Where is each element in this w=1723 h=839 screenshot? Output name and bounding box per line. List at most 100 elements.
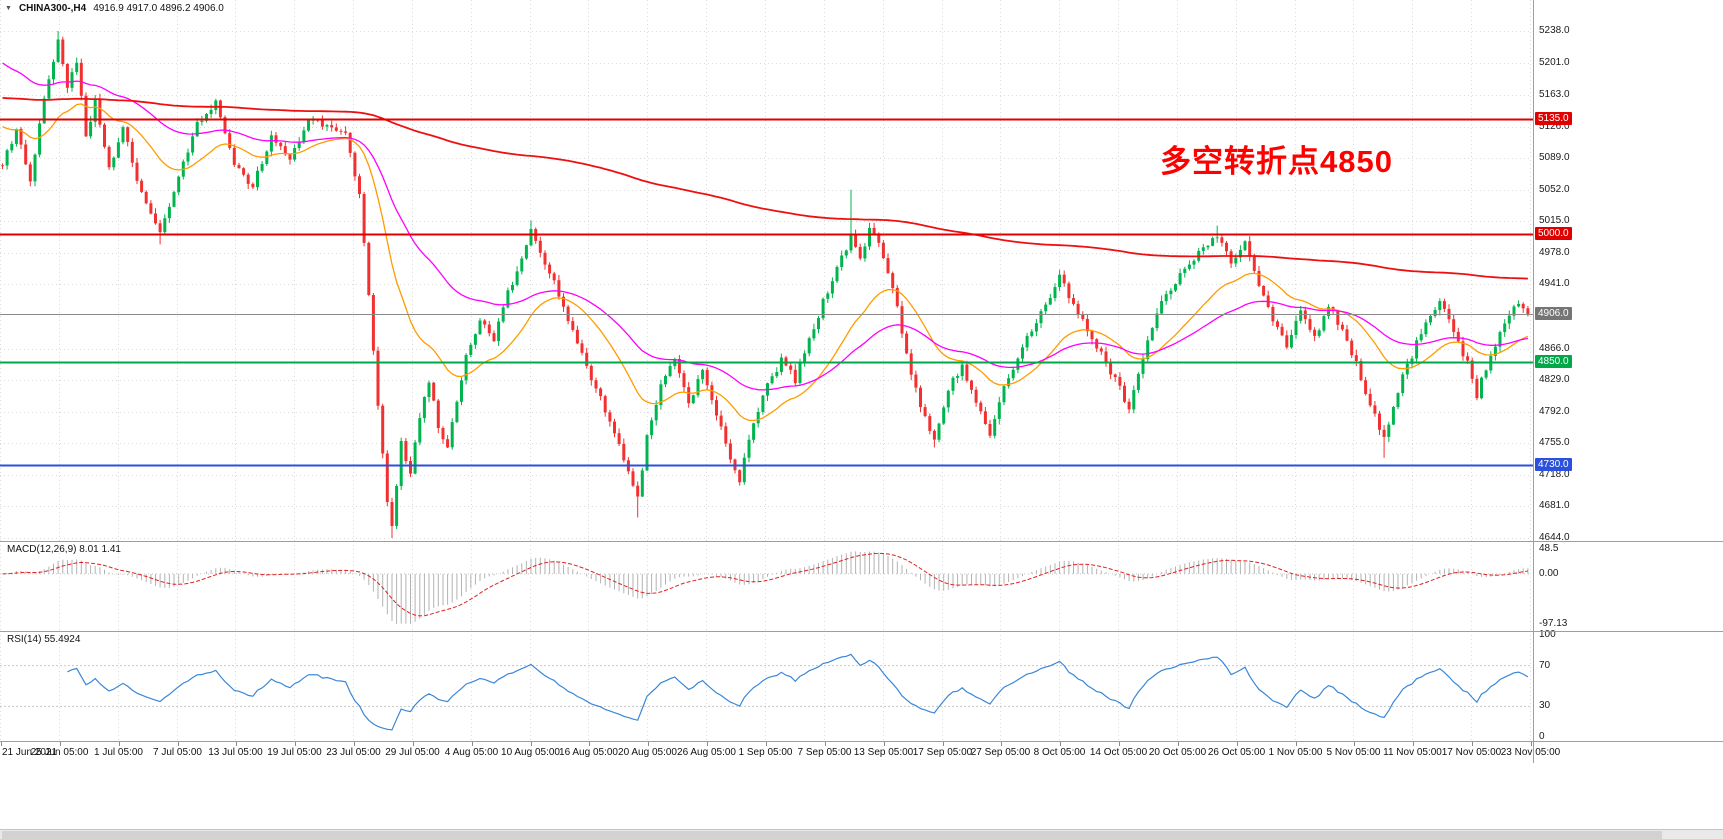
rsi-axis-label: 70: [1539, 660, 1551, 671]
date-label: 27 Sep 05:00: [970, 747, 1031, 758]
time-tick: [883, 742, 885, 746]
price-level-badge: 5000.0: [1535, 227, 1572, 241]
panel-separator: [0, 741, 1723, 742]
bottom-margin: [0, 764, 1723, 829]
time-tick: [1236, 742, 1238, 746]
price-axis-label: 5052.0: [1539, 184, 1570, 195]
date-label: 1 Jul 05:00: [94, 747, 143, 758]
date-label: 20 Aug 05:00: [618, 747, 677, 758]
price-axis: 5238.0 5201.0 5163.0 5126.0 5089.0 5052.0 5015…: [1534, 0, 1723, 543]
date-label: 5 Nov 05:00: [1326, 747, 1381, 758]
date-label: 23 Jul 05:00: [326, 747, 381, 758]
date-label: 20 Oct 05:00: [1148, 747, 1207, 758]
time-tick: [59, 742, 61, 746]
macd-panel: MACD(12,26,9) 8.01 1.41: [0, 541, 1533, 631]
price-axis-label: 4644.0: [1539, 532, 1570, 543]
macd-plot[interactable]: [0, 541, 1533, 631]
date-label: 29 Jul 05:00: [385, 747, 440, 758]
macd-axis-label: 48.5: [1539, 543, 1559, 554]
annotation-text: 多空转折点4850: [1160, 144, 1393, 179]
price-axis-label: 5089.0: [1539, 152, 1570, 163]
price-level-badge: 4850.0: [1535, 355, 1572, 369]
rsi-axis-label: 0: [1539, 731, 1545, 742]
time-tick: [471, 742, 473, 746]
time-tick: [1295, 742, 1297, 746]
price-axis-label: 5163.0: [1539, 89, 1570, 100]
date-label: 16 Aug 05:00: [559, 747, 618, 758]
time-tick: [647, 742, 649, 746]
date-label: 26 Oct 05:00: [1207, 747, 1266, 758]
date-label: 4 Aug 05:00: [444, 747, 499, 758]
ma-mid-line: [2, 62, 1529, 391]
horizontal-scrollbar[interactable]: [0, 829, 1723, 839]
macd-histogram: [6, 551, 1529, 624]
candlestick-series: [1, 31, 1530, 538]
rsi-label: RSI(14) 55.4924: [7, 634, 81, 645]
time-tick: [1530, 742, 1532, 746]
time-tick: [1118, 742, 1120, 746]
date-label: 17 Sep 05:00: [912, 747, 973, 758]
time-tick: [1412, 742, 1414, 746]
axis-separator: [1533, 0, 1534, 763]
panel-separator: [0, 631, 1723, 632]
time-tick: [118, 742, 120, 746]
date-label: 8 Oct 05:00: [1033, 747, 1086, 758]
macd-axis-label: 0.00: [1539, 568, 1559, 579]
price-level-badge: 4730.0: [1535, 457, 1572, 471]
time-tick: [530, 742, 532, 746]
rsi-panel: RSI(14) 55.4924: [0, 631, 1533, 741]
scrollbar-thumb[interactable]: [2, 831, 1662, 839]
rsi-line: [67, 653, 1529, 731]
price-axis-label: 4718.0: [1539, 469, 1570, 480]
chart-marker-icon[interactable]: ▼: [5, 4, 12, 12]
macd-axis: 48.5 0.00 -97.13: [1534, 541, 1723, 631]
price-axis-label: 4755.0: [1539, 437, 1570, 448]
ma-slow-line: [2, 97, 1528, 280]
price-chart-plot[interactable]: [0, 0, 1533, 541]
macd-axis-label: -97.13: [1539, 618, 1568, 629]
price-axis-label: 4829.0: [1539, 374, 1570, 385]
date-label: 1 Sep 05:00: [738, 747, 793, 758]
time-tick: [294, 742, 296, 746]
date-label: 1 Nov 05:00: [1268, 747, 1323, 758]
rsi-plot[interactable]: [0, 631, 1533, 741]
rsi-axis-label: 100: [1539, 629, 1556, 640]
ma-fast-line: [2, 103, 1529, 422]
chart-header: ▼ CHINA300-,H4 4916.9 4917.0 4896.2 4906…: [5, 3, 224, 14]
date-label: 11 Nov 05:00: [1383, 747, 1442, 758]
price-axis-label: 4941.0: [1539, 278, 1570, 289]
macd-label: MACD(12,26,9) 8.01 1.41: [7, 544, 121, 555]
time-tick: [1059, 742, 1061, 746]
date-label: 19 Jul 05:00: [267, 747, 322, 758]
time-tick: [706, 742, 708, 746]
panel-separator: [0, 541, 1723, 542]
time-tick: [765, 742, 767, 746]
price-axis-label: 5126.0: [1539, 121, 1570, 132]
price-axis-label: 4681.0: [1539, 500, 1570, 511]
time-axis: 21 Jun 2021 25 Jun 05:00 1 Jul 05:00 7 Jul …: [0, 742, 1723, 764]
time-tick: [824, 742, 826, 746]
date-label: 26 Aug 05:00: [677, 747, 736, 758]
date-label: 17 Nov 05:00: [1441, 747, 1502, 758]
date-label: 7 Jul 05:00: [153, 747, 202, 758]
date-label: 10 Aug 05:00: [501, 747, 560, 758]
time-tick: [1177, 742, 1179, 746]
date-label: 13 Sep 05:00: [853, 747, 914, 758]
price-chart-panel: ▼ CHINA300-,H4 4916.9 4917.0 4896.2 4906…: [0, 0, 1533, 541]
time-tick: [1471, 742, 1473, 746]
date-label: 23 Nov 05:00: [1500, 747, 1561, 758]
time-tick: [1000, 742, 1002, 746]
price-axis-label: 4978.0: [1539, 247, 1570, 258]
time-tick: [1353, 742, 1355, 746]
rsi-axis-label: 30: [1539, 700, 1551, 711]
time-tick: [412, 742, 414, 746]
time-tick: [0, 742, 2, 746]
time-tick: [353, 742, 355, 746]
price-level-badge: 5135.0: [1535, 111, 1572, 125]
time-tick: [588, 742, 590, 746]
time-tick: [177, 742, 179, 746]
time-tick: [942, 742, 944, 746]
price-axis-label: 4792.0: [1539, 406, 1570, 417]
macd-signal-line: [2, 552, 1528, 617]
